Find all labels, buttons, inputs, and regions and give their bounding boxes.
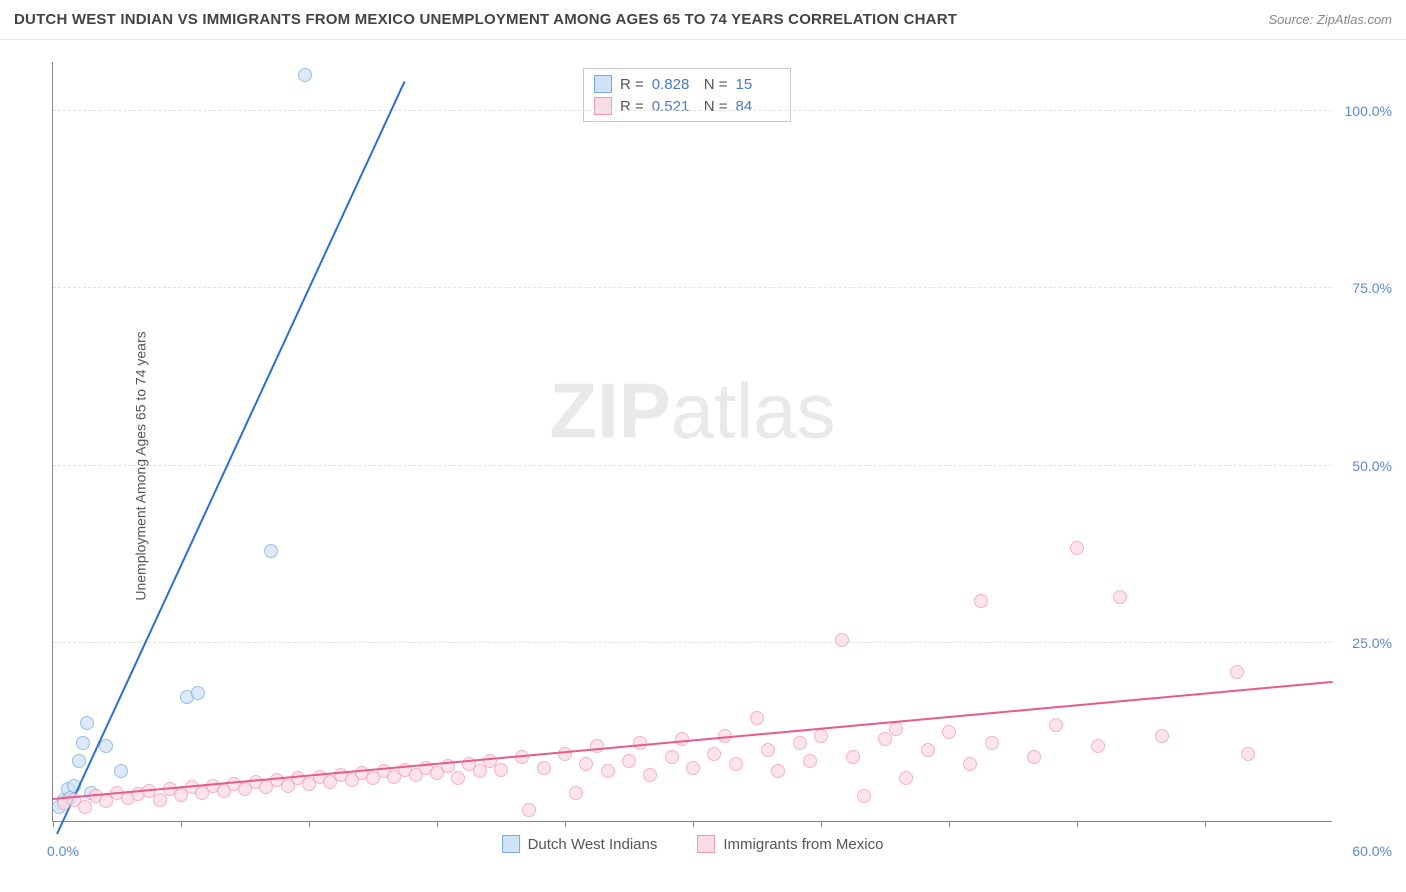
r-value-mexico: 0.521 <box>652 98 696 115</box>
data-point-mexico <box>899 771 913 785</box>
data-point-mexico <box>761 743 775 757</box>
data-point-mexico <box>878 732 892 746</box>
data-point-mexico <box>153 793 167 807</box>
watermark-bold: ZIP <box>549 367 670 455</box>
r-value-dutch: 0.828 <box>652 76 696 93</box>
data-point-mexico <box>889 722 903 736</box>
data-point-mexico <box>537 761 551 775</box>
data-point-mexico <box>1091 739 1105 753</box>
watermark: ZIPatlas <box>549 366 835 457</box>
x-tick-label-min: 0.0% <box>47 843 79 859</box>
n-label: N = <box>704 76 728 93</box>
x-tick <box>309 821 310 827</box>
data-point-mexico <box>729 757 743 771</box>
x-tick <box>565 821 566 827</box>
data-point-mexico <box>793 736 807 750</box>
chart-container: Unemployment Among Ages 65 to 74 years Z… <box>0 40 1406 892</box>
data-point-mexico <box>985 736 999 750</box>
gridline <box>53 110 1332 111</box>
data-point-dutch <box>298 68 312 82</box>
data-point-dutch <box>264 544 278 558</box>
n-value-dutch: 15 <box>736 76 780 93</box>
r-label: R = <box>620 98 644 115</box>
r-label: R = <box>620 76 644 93</box>
data-point-mexico <box>451 771 465 785</box>
data-point-mexico <box>78 800 92 814</box>
data-point-mexico <box>921 743 935 757</box>
trend-line-mexico <box>53 681 1333 800</box>
gridline <box>53 287 1332 288</box>
x-tick <box>949 821 950 827</box>
data-point-dutch <box>72 754 86 768</box>
x-tick <box>821 821 822 827</box>
gridline <box>53 642 1332 643</box>
legend-label-mexico: Immigrants from Mexico <box>723 836 883 853</box>
data-point-dutch <box>76 736 90 750</box>
data-point-mexico <box>974 594 988 608</box>
source-attribution: Source: ZipAtlas.com <box>1268 12 1392 27</box>
x-tick <box>1077 821 1078 827</box>
x-tick <box>1205 821 1206 827</box>
data-point-mexico <box>1070 541 1084 555</box>
x-tick <box>181 821 182 827</box>
data-point-mexico <box>579 757 593 771</box>
data-point-mexico <box>1230 665 1244 679</box>
data-point-mexico <box>622 754 636 768</box>
y-tick-label: 75.0% <box>1337 280 1392 296</box>
stats-row-dutch: R = 0.828 N = 15 <box>594 73 780 95</box>
data-point-mexico <box>686 761 700 775</box>
data-point-mexico <box>750 711 764 725</box>
legend-item-dutch: Dutch West Indians <box>502 835 658 853</box>
data-point-mexico <box>665 750 679 764</box>
data-point-dutch <box>99 739 113 753</box>
data-point-mexico <box>814 729 828 743</box>
x-tick <box>693 821 694 827</box>
legend-swatch-mexico <box>697 835 715 853</box>
data-point-mexico <box>942 725 956 739</box>
stats-row-mexico: R = 0.521 N = 84 <box>594 95 780 117</box>
chart-title: DUTCH WEST INDIAN VS IMMIGRANTS FROM MEX… <box>14 11 957 28</box>
data-point-mexico <box>1027 750 1041 764</box>
data-point-mexico <box>1049 718 1063 732</box>
data-point-dutch <box>80 716 94 730</box>
data-point-mexico <box>590 739 604 753</box>
x-tick <box>437 821 438 827</box>
data-point-mexico <box>963 757 977 771</box>
legend-item-mexico: Immigrants from Mexico <box>697 835 883 853</box>
data-point-mexico <box>835 633 849 647</box>
n-value-mexico: 84 <box>736 98 780 115</box>
swatch-dutch <box>594 75 612 93</box>
y-tick-label: 50.0% <box>1337 458 1392 474</box>
n-label: N = <box>704 98 728 115</box>
watermark-light: atlas <box>671 367 836 455</box>
x-tick <box>53 821 54 827</box>
data-point-mexico <box>522 803 536 817</box>
plot-area: ZIPatlas R =0.828N =15R =0.521N =84 Dutc… <box>52 62 1332 822</box>
gridline <box>53 465 1332 466</box>
legend-swatch-dutch <box>502 835 520 853</box>
data-point-mexico <box>707 747 721 761</box>
y-tick-label: 100.0% <box>1337 103 1392 119</box>
y-tick-label: 25.0% <box>1337 635 1392 651</box>
data-point-mexico <box>803 754 817 768</box>
data-point-mexico <box>1113 590 1127 604</box>
swatch-mexico <box>594 97 612 115</box>
data-point-mexico <box>494 763 508 777</box>
x-tick-label-max: 60.0% <box>1352 843 1392 859</box>
correlation-stats-box: R = 0.828 N = 15 R = 0.521 N = 84 <box>583 68 791 122</box>
data-point-mexico <box>569 786 583 800</box>
data-point-mexico <box>771 764 785 778</box>
data-point-mexico <box>643 768 657 782</box>
trend-line-dutch <box>56 81 406 835</box>
data-point-mexico <box>1241 747 1255 761</box>
legend-bottom: Dutch West Indians Immigrants from Mexico <box>502 835 884 853</box>
data-point-mexico <box>846 750 860 764</box>
data-point-mexico <box>857 789 871 803</box>
data-point-mexico <box>473 764 487 778</box>
data-point-mexico <box>1155 729 1169 743</box>
legend-label-dutch: Dutch West Indians <box>528 836 658 853</box>
data-point-dutch <box>191 686 205 700</box>
data-point-dutch <box>114 764 128 778</box>
data-point-mexico <box>601 764 615 778</box>
